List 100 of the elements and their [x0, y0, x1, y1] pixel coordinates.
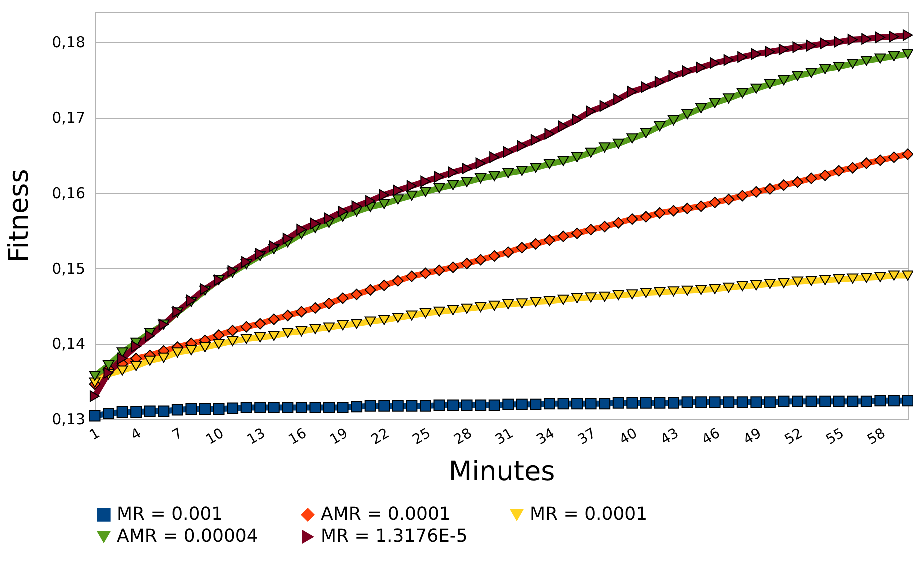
point: [860, 158, 872, 170]
point: [902, 270, 913, 281]
point: [792, 276, 804, 287]
point: [654, 76, 666, 88]
x-tick-label: 25: [410, 426, 434, 448]
point: [503, 146, 514, 158]
x-tick-label: 1: [87, 426, 103, 444]
point: [213, 339, 225, 350]
x-tick-label: 34: [534, 426, 558, 448]
point: [558, 230, 570, 242]
point: [310, 402, 322, 414]
point: [530, 297, 542, 308]
point: [833, 165, 845, 177]
point: [654, 397, 666, 409]
point: [902, 49, 913, 60]
point: [530, 238, 542, 250]
point: [448, 166, 458, 178]
point: [186, 294, 196, 306]
point: [696, 200, 708, 212]
point: [888, 152, 900, 164]
point: [434, 400, 446, 412]
point: [833, 396, 845, 408]
point: [186, 345, 198, 356]
point: [476, 158, 486, 170]
y-tick-label: 0,16: [52, 184, 86, 202]
point: [379, 189, 390, 201]
point: [736, 281, 748, 292]
point: [709, 396, 721, 408]
point: [750, 280, 762, 291]
point: [626, 214, 638, 226]
point: [516, 166, 528, 176]
point: [337, 292, 349, 304]
x-tick-label: 37: [576, 426, 600, 448]
y-axis-title: Fitness: [4, 169, 36, 263]
point: [640, 128, 652, 138]
point: [860, 56, 872, 66]
point: [614, 94, 624, 106]
point: [888, 395, 900, 407]
point: [227, 336, 239, 346]
point: [874, 272, 886, 282]
point: [792, 42, 803, 54]
point: [902, 148, 913, 160]
point: [393, 184, 404, 196]
point: [337, 402, 349, 414]
point: [668, 286, 680, 297]
x-tick-label: 28: [452, 426, 476, 448]
point: [530, 162, 542, 174]
point: [654, 122, 666, 132]
point: [640, 211, 652, 223]
point: [641, 82, 652, 94]
point: [654, 287, 666, 298]
point: [488, 250, 500, 262]
point: [530, 134, 541, 146]
point: [820, 275, 832, 286]
legend-label: MR = 0.001: [117, 504, 224, 525]
point: [420, 400, 432, 412]
point: [488, 171, 500, 182]
point: [116, 348, 128, 358]
point: [378, 315, 390, 326]
point: [848, 34, 858, 46]
point: [434, 183, 446, 194]
point: [750, 396, 762, 408]
point: [778, 396, 790, 408]
point: [103, 360, 115, 371]
point: [654, 207, 666, 219]
point: [599, 292, 611, 302]
point: [736, 190, 748, 202]
point: [240, 321, 252, 333]
point: [874, 395, 886, 407]
point: [806, 396, 818, 408]
point: [364, 284, 376, 296]
point: [847, 58, 859, 70]
point: [847, 396, 859, 408]
point: [89, 371, 101, 382]
point: [833, 274, 845, 285]
point: [889, 31, 900, 43]
point: [612, 397, 624, 409]
point: [723, 282, 735, 293]
point: [585, 292, 597, 303]
point: [585, 398, 597, 410]
point: [351, 401, 363, 413]
point: [488, 300, 500, 311]
point: [668, 115, 680, 126]
point: [765, 46, 776, 58]
x-tick-label: 52: [782, 426, 806, 448]
point: [626, 134, 638, 144]
point: [296, 402, 308, 414]
point: [709, 196, 721, 208]
legend-label: MR = 0.0001: [530, 504, 648, 525]
point: [516, 242, 528, 254]
point: [364, 400, 376, 412]
point: [254, 332, 266, 343]
point: [118, 352, 128, 364]
point: [516, 398, 528, 410]
point: [738, 51, 748, 63]
point: [351, 318, 363, 330]
point: [544, 234, 556, 246]
point: [544, 128, 555, 140]
point: [736, 396, 748, 408]
point: [764, 396, 776, 408]
